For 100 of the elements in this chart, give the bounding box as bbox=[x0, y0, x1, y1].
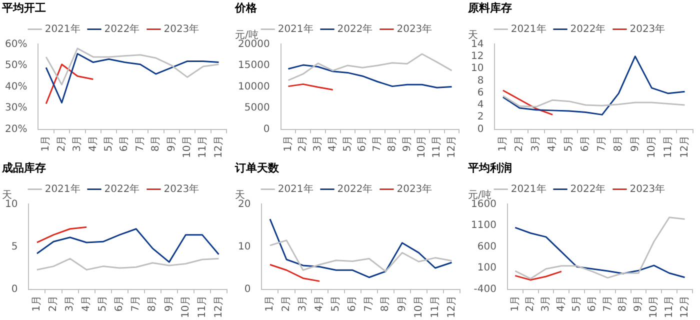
y-tick-label: 50% bbox=[4, 60, 28, 72]
x-tick-label: 3月 bbox=[312, 135, 324, 152]
y-tick-label: 14 bbox=[470, 38, 484, 50]
y-tick-label: 10 bbox=[238, 241, 251, 252]
legend-label: 2021年 bbox=[510, 182, 546, 195]
legend-label: 2021年 bbox=[510, 22, 546, 35]
legend-label: 2021年 bbox=[278, 22, 314, 35]
legend-label: 2022年 bbox=[337, 182, 373, 195]
x-tick-label: 11月 bbox=[662, 135, 674, 158]
x-tick-label: 8月 bbox=[386, 135, 398, 152]
x-tick-label: 6月 bbox=[580, 135, 592, 152]
y-tick-label: 20000 bbox=[238, 38, 270, 50]
x-tick-label: 10月 bbox=[648, 295, 660, 318]
legend-label: 2023年 bbox=[164, 182, 200, 195]
y-axis-title: 元/吨 bbox=[468, 188, 492, 201]
x-tick-label: 3月 bbox=[72, 135, 84, 152]
legend-label: 2021年 bbox=[44, 182, 80, 195]
y-tick-label: 100 bbox=[477, 262, 496, 274]
x-tick-label: 4月 bbox=[547, 135, 558, 152]
y-tick-label: 10 bbox=[470, 63, 484, 74]
y-axis-title: 天 bbox=[235, 190, 245, 201]
x-tick-label: 3月 bbox=[540, 295, 552, 312]
x-tick-label: 8月 bbox=[150, 135, 162, 152]
x-tick-label: 8月 bbox=[380, 295, 392, 312]
y-tick-label: 15000 bbox=[238, 60, 270, 72]
x-tick-label: 3月 bbox=[298, 295, 309, 312]
x-tick-label: 2月 bbox=[56, 135, 68, 152]
legend-label: 2022年 bbox=[570, 182, 606, 195]
chart-title: 原料库存 bbox=[467, 1, 512, 14]
x-tick-label: 5月 bbox=[564, 135, 575, 152]
x-tick-label: 11月 bbox=[196, 295, 208, 318]
chart-title: 平均开工 bbox=[1, 1, 46, 14]
x-tick-label: 12月 bbox=[679, 295, 690, 318]
x-tick-label: 5月 bbox=[330, 295, 342, 312]
x-tick-label: 6月 bbox=[119, 135, 130, 152]
chart-title: 成品库存 bbox=[1, 161, 46, 174]
x-tick-label: 5月 bbox=[571, 295, 582, 312]
y-tick-label: 600 bbox=[477, 241, 496, 252]
chart-title: 价格 bbox=[234, 1, 258, 14]
x-tick-label: 2月 bbox=[281, 295, 292, 312]
y-tick-label: 5000 bbox=[244, 102, 270, 114]
x-tick-label: 9月 bbox=[164, 295, 175, 312]
y-tick-label: 10 bbox=[4, 198, 18, 210]
x-tick-label: 4月 bbox=[314, 295, 326, 312]
x-tick-label: 11月 bbox=[664, 295, 675, 318]
x-tick-label: 1月 bbox=[498, 135, 509, 152]
x-tick-label: 11月 bbox=[430, 295, 441, 318]
x-tick-label: 7月 bbox=[134, 135, 146, 152]
x-tick-label: 7月 bbox=[596, 135, 608, 152]
y-tick-label: 30% bbox=[4, 102, 28, 114]
x-tick-label: 9月 bbox=[633, 295, 644, 312]
y-tick-label: 8 bbox=[477, 75, 484, 86]
x-tick-label: 1月 bbox=[282, 135, 294, 152]
y-tick-label: 6 bbox=[477, 87, 484, 98]
y-tick-label: 2 bbox=[477, 112, 484, 123]
y-tick-label: -400 bbox=[474, 284, 496, 295]
y-tick-label: 0 bbox=[244, 284, 251, 295]
x-tick-label: 10月 bbox=[416, 135, 428, 158]
x-tick-label: 2月 bbox=[48, 295, 60, 312]
x-tick-label: 4月 bbox=[81, 295, 92, 312]
legend-label: 2021年 bbox=[278, 182, 314, 195]
x-tick-label: 11月 bbox=[431, 135, 442, 158]
x-tick-label: 3月 bbox=[64, 295, 76, 312]
y-tick-label: 0 bbox=[263, 124, 270, 135]
x-tick-label: 12月 bbox=[679, 135, 690, 158]
x-tick-label: 9月 bbox=[396, 295, 408, 312]
y-tick-label: 4 bbox=[477, 100, 484, 111]
x-tick-label: 12月 bbox=[446, 135, 458, 158]
x-tick-label: 6月 bbox=[347, 295, 358, 312]
x-tick-label: 10月 bbox=[182, 135, 193, 158]
legend-label: 2022年 bbox=[337, 22, 373, 35]
y-tick-label: 10000 bbox=[238, 81, 270, 92]
x-tick-label: 6月 bbox=[586, 295, 598, 312]
y-tick-label: 60% bbox=[4, 38, 28, 50]
x-tick-label: 12月 bbox=[213, 135, 224, 158]
x-tick-label: 3月 bbox=[530, 135, 542, 152]
x-tick-label: 8月 bbox=[613, 135, 624, 152]
y-tick-label: 0 bbox=[477, 124, 484, 135]
x-tick-label: 1月 bbox=[264, 295, 276, 312]
y-tick-label: 12 bbox=[470, 50, 484, 62]
y-tick-label: 40% bbox=[4, 81, 28, 92]
x-tick-label: 1月 bbox=[32, 295, 43, 312]
x-tick-label: 11月 bbox=[198, 135, 209, 158]
y-tick-label: 1600 bbox=[470, 198, 496, 210]
x-tick-label: 2月 bbox=[525, 295, 536, 312]
x-tick-label: 12月 bbox=[446, 295, 458, 318]
x-tick-label: 2月 bbox=[298, 135, 309, 152]
x-tick-label: 4月 bbox=[556, 295, 568, 312]
y-axis-title: 天 bbox=[468, 30, 478, 41]
y-axis-title: 元/吨 bbox=[235, 28, 258, 41]
x-tick-label: 7月 bbox=[130, 295, 142, 312]
x-tick-label: 10月 bbox=[413, 295, 424, 318]
x-tick-label: 5月 bbox=[98, 295, 109, 312]
y-axis-title: 天 bbox=[2, 190, 12, 201]
legend-label: 2023年 bbox=[396, 22, 432, 35]
x-tick-label: 9月 bbox=[166, 135, 178, 152]
x-tick-label: 8月 bbox=[147, 295, 158, 312]
x-tick-label: 10月 bbox=[180, 295, 192, 318]
x-tick-label: 6月 bbox=[114, 295, 126, 312]
x-tick-label: 7月 bbox=[372, 135, 384, 152]
